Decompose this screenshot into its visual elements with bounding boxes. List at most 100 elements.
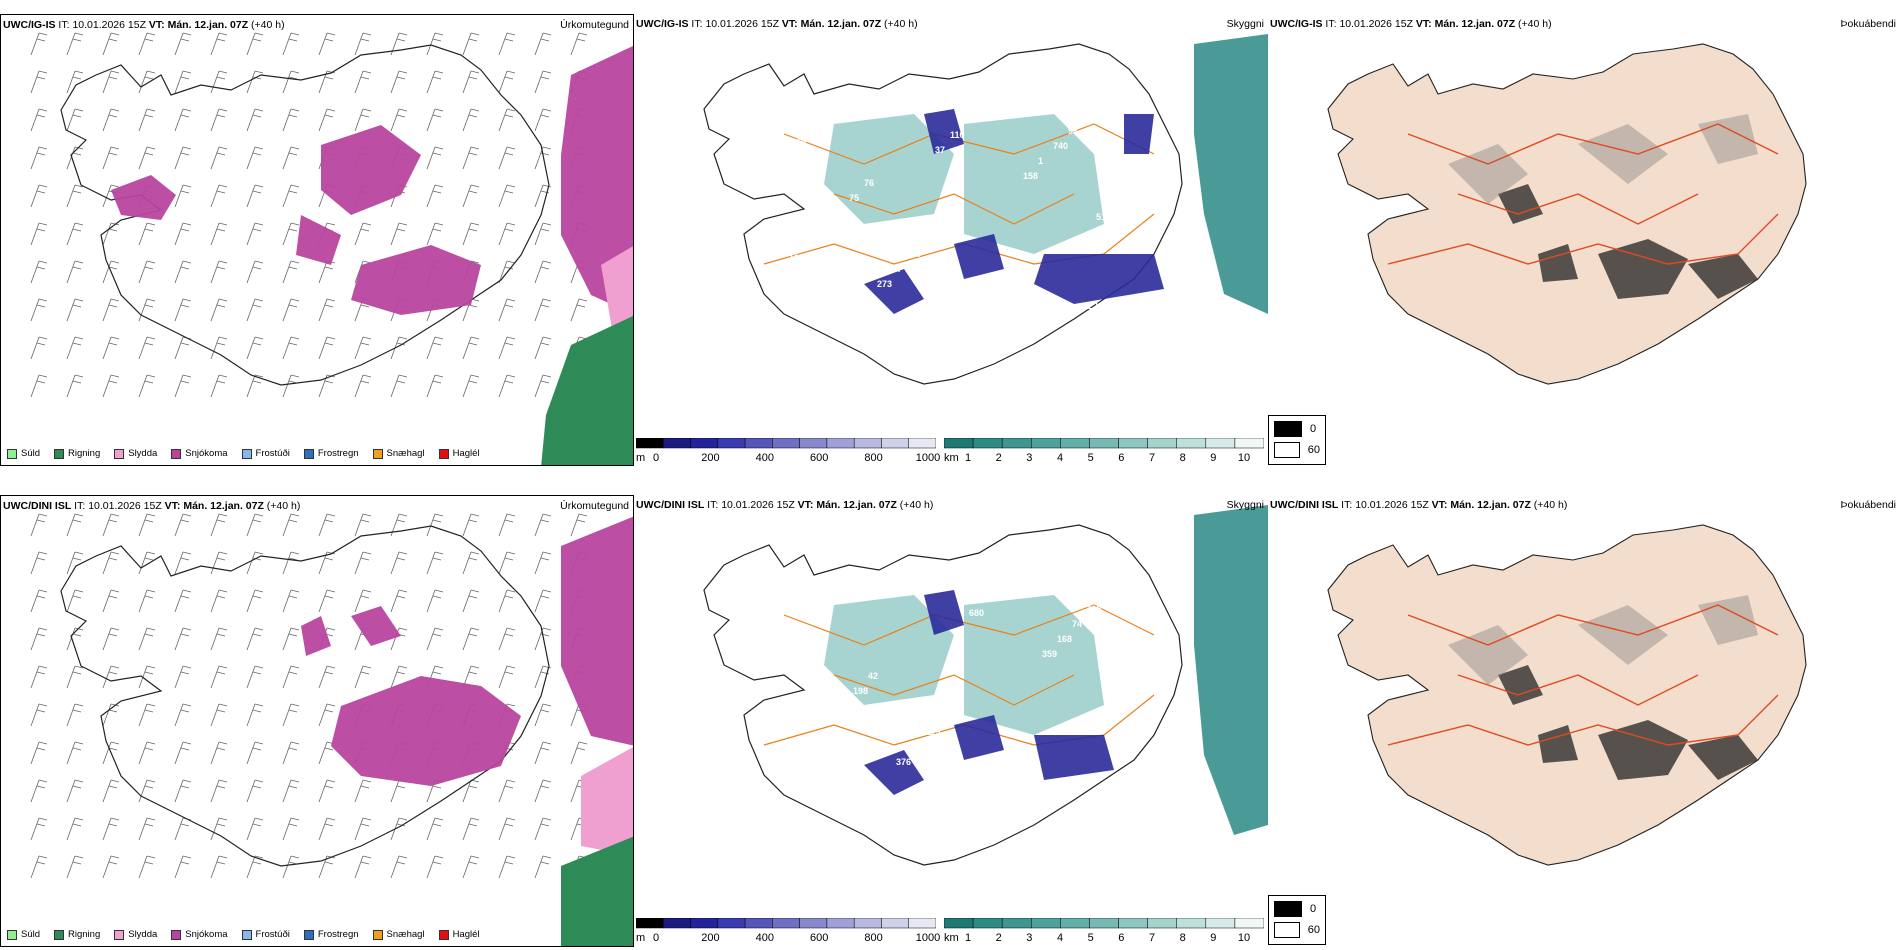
wind-barb bbox=[66, 374, 84, 398]
cloud-base-label: 168 bbox=[937, 219, 952, 229]
fog-legend-top-box: 0 60 bbox=[1268, 415, 1326, 465]
wind-barb bbox=[138, 32, 156, 56]
wind-barb bbox=[174, 70, 192, 94]
legend-item: Haglél bbox=[438, 929, 480, 940]
wind-barb bbox=[102, 627, 120, 651]
cloud-base-label: 97 bbox=[984, 783, 994, 793]
wind-barb bbox=[102, 589, 120, 613]
wind-barb bbox=[246, 184, 264, 208]
wind-barb bbox=[282, 551, 300, 575]
legend-item: Frostúði bbox=[241, 929, 290, 940]
panel-header: UWC/IG-IS IT: 10.01.2026 15Z VT: Mán. 12… bbox=[1270, 18, 1552, 30]
sleet-area bbox=[581, 747, 633, 856]
colorbar-tick: 1000 bbox=[915, 452, 941, 464]
wind-barb bbox=[282, 665, 300, 689]
colorbar-tick: 0 bbox=[652, 932, 660, 944]
legend-label: Súld bbox=[21, 929, 41, 940]
visibility-panel-bottom: 659 42 88 126 115 49 198 119 13 74 67 164 103 97 168 29… bbox=[634, 495, 1268, 947]
wind-barb bbox=[390, 32, 408, 56]
wind-barb bbox=[462, 779, 480, 803]
wind-barb bbox=[498, 855, 516, 879]
wind-barb bbox=[174, 779, 192, 803]
wind-barb bbox=[138, 70, 156, 94]
legend-swatch bbox=[171, 929, 182, 940]
wind-barb bbox=[66, 589, 84, 613]
cloud-base-label: 417 bbox=[907, 249, 922, 259]
colorbar-tick: 5 bbox=[1087, 932, 1094, 944]
wind-barb bbox=[318, 260, 336, 284]
legend-item: Súld bbox=[7, 929, 40, 940]
wind-barb bbox=[390, 855, 408, 879]
colorbar-cell bbox=[772, 917, 800, 929]
wind-barb bbox=[30, 551, 48, 575]
wind-barb bbox=[318, 513, 336, 537]
colorbar-cell bbox=[717, 437, 746, 449]
wind-barb bbox=[30, 298, 48, 322]
wind-barb bbox=[498, 298, 516, 322]
cloud-base-label: 222222 bbox=[1115, 690, 1145, 700]
colorbar-cell bbox=[1001, 437, 1032, 449]
snow-area bbox=[111, 45, 633, 315]
legend-item: Slydda bbox=[114, 448, 157, 459]
wind-barb bbox=[138, 703, 156, 727]
panel-header: UWC/IG-IS IT: 10.01.2026 15Z VT: Mán. 12… bbox=[3, 19, 285, 31]
wind-barb bbox=[498, 108, 516, 132]
wind-barb bbox=[66, 70, 84, 94]
wind-barb bbox=[66, 551, 84, 575]
wind-barb bbox=[354, 108, 372, 132]
cloud-base-label: 126 bbox=[1014, 753, 1029, 763]
colorbar-tick: 9 bbox=[1210, 932, 1217, 944]
colorbar-cell bbox=[1176, 437, 1207, 449]
colorbar-cell bbox=[881, 437, 909, 449]
wind-barb bbox=[66, 779, 84, 803]
wind-barb bbox=[138, 855, 156, 879]
panel-title: Úrkomutegund bbox=[560, 500, 629, 512]
wind-barb bbox=[282, 146, 300, 170]
cloud-base-gradient bbox=[635, 917, 937, 929]
fog-grey bbox=[1448, 595, 1758, 685]
colorbar-tick: 6 bbox=[1118, 932, 1125, 944]
colorbar-cell bbox=[826, 917, 855, 929]
legend-swatch bbox=[114, 448, 125, 459]
wind-barb bbox=[210, 551, 228, 575]
visibility-panel-top: 369 76 168 145 122 13 75 140 130 98 99 152 417 348 740… bbox=[634, 14, 1268, 466]
visibility-map-top: 369 76 168 145 122 13 75 140 130 98 99 152 417 348 740… bbox=[703, 34, 1268, 385]
wind-barb bbox=[318, 589, 336, 613]
wind-barb bbox=[498, 665, 516, 689]
legend-swatch bbox=[114, 929, 125, 940]
wind-barb bbox=[318, 108, 336, 132]
colorbar-tick: 4 bbox=[1056, 932, 1064, 944]
colorbar-tick: 8 bbox=[1179, 452, 1186, 464]
colorbar-cell bbox=[1031, 917, 1061, 929]
cloud-base-label: 67 bbox=[1145, 660, 1155, 670]
cloud-base-label: 198 bbox=[853, 686, 868, 696]
wind-barb bbox=[210, 817, 228, 841]
wind-barb bbox=[462, 551, 480, 575]
colorbar-tick: 3 bbox=[1026, 452, 1033, 464]
colorbar-tick: 10 bbox=[1237, 452, 1251, 464]
wind-barb bbox=[138, 336, 156, 360]
precip-map-bottom bbox=[30, 513, 633, 946]
wind-barb bbox=[498, 146, 516, 170]
wind-barb bbox=[30, 741, 48, 765]
wind-barb bbox=[246, 222, 264, 246]
colorbar-cell bbox=[1176, 917, 1207, 929]
wind-barb bbox=[102, 146, 120, 170]
wind-barb bbox=[30, 260, 48, 284]
wind-barb bbox=[174, 336, 192, 360]
cloud-base-label: 273 bbox=[877, 279, 892, 289]
wind-barb bbox=[210, 222, 228, 246]
wind-barb bbox=[174, 551, 192, 575]
wind-barbs bbox=[30, 32, 588, 398]
wind-barb bbox=[462, 70, 480, 94]
wind-barb bbox=[390, 513, 408, 537]
wind-barb bbox=[426, 513, 444, 537]
colorbar-cell bbox=[1205, 917, 1236, 929]
wind-barb bbox=[30, 627, 48, 651]
visibility-gradient bbox=[943, 917, 1265, 929]
wind-barb bbox=[534, 513, 552, 537]
wind-barb bbox=[498, 184, 516, 208]
wind-barb bbox=[498, 589, 516, 613]
rain-area bbox=[541, 315, 633, 465]
wind-barb bbox=[534, 779, 552, 803]
